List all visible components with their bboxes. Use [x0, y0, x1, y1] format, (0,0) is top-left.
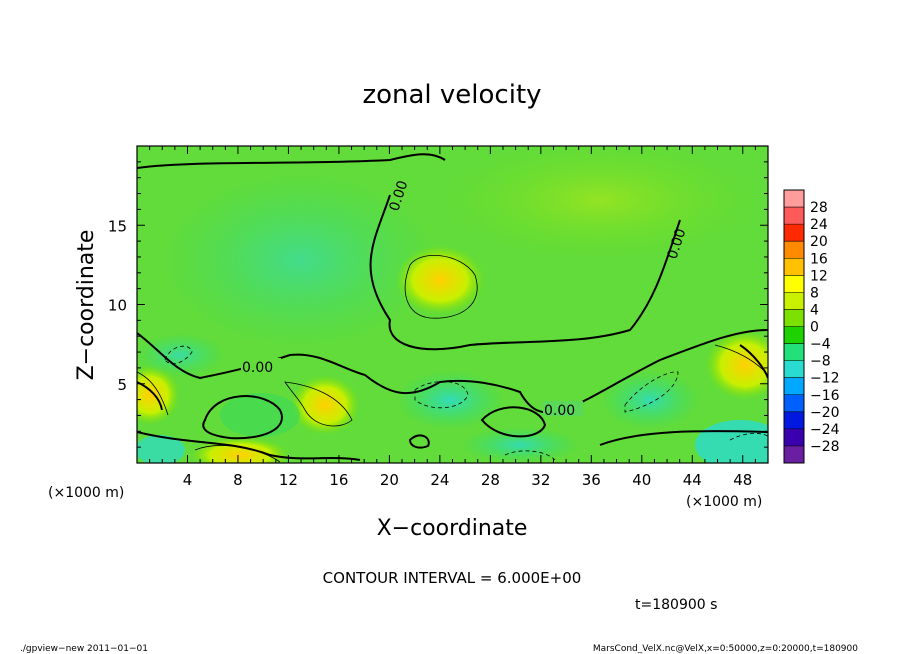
colorbar-label: 20 [810, 234, 828, 250]
colorbar-swatch [784, 207, 804, 225]
x-unit-left: (×1000 m) [48, 485, 124, 501]
x-tick-label: 40 [632, 471, 651, 489]
negative-contours [164, 345, 768, 461]
colorbar-label: −4 [810, 337, 831, 353]
colorbar-swatch [784, 258, 804, 276]
x-tick-label: 32 [531, 471, 550, 489]
footer-left: ./gpview−new 2011−01−01 [20, 644, 148, 654]
thin-contours [137, 255, 768, 463]
contour-label-group: 0.00 0.00 0.00 0.00 [241, 179, 689, 419]
colorbar-label: 24 [810, 217, 828, 233]
colorbar-label: −28 [810, 439, 840, 455]
colorbar-label: −8 [810, 354, 831, 370]
colorbar-label: 0 [810, 320, 819, 336]
x-tick-label: 36 [582, 471, 601, 489]
y-tick-label: 10 [108, 297, 127, 315]
footer-right: MarsCond_VelX.nc@VelX,x=0:50000,z=0:2000… [593, 644, 858, 654]
x-tick-label: 4 [183, 471, 193, 489]
colorbar-swatch [784, 360, 804, 379]
contour-lines [137, 153, 768, 461]
x-tick-label: 20 [380, 471, 399, 489]
colorbar-swatch [784, 428, 804, 447]
x-axis-label: X−coordinate [377, 516, 528, 541]
colorbar-label: 8 [810, 285, 819, 301]
colorbar-swatch [784, 326, 804, 345]
x-tick-label: 8 [233, 471, 243, 489]
colorbar-swatch [784, 224, 804, 242]
colorbar-label: 4 [810, 302, 819, 318]
colorbar-swatch [784, 377, 804, 396]
time-label: t=180900 s [635, 597, 717, 613]
y-tick-label: 5 [117, 376, 127, 394]
x-tick-label: 24 [430, 471, 449, 489]
colorbar-label: −24 [810, 422, 840, 438]
x-tick-label: 12 [279, 471, 298, 489]
colorbar-swatch [784, 275, 804, 293]
colorbar-swatch [784, 190, 804, 208]
contour-label: 0.00 [544, 403, 575, 419]
contour-label: 0.00 [242, 360, 273, 376]
contour-interval: CONTOUR INTERVAL = 6.000E+00 [323, 569, 582, 587]
y-tick-label: 15 [108, 217, 127, 235]
colorbar-label: −16 [810, 388, 840, 404]
colorbar-swatch [784, 343, 804, 362]
x-unit-right: (×1000 m) [686, 494, 762, 510]
colorbar-label: 16 [810, 251, 828, 267]
velocity-field [137, 146, 768, 463]
colorbar-label: −12 [810, 371, 840, 387]
y-axis-label: Z−coordinate [74, 230, 99, 381]
x-tick-label: 16 [329, 471, 348, 489]
x-axis: 4 8 12 16 20 24 28 32 36 40 44 48 [149, 146, 756, 489]
colorbar-swatch [784, 241, 804, 259]
x-tick-label: 48 [733, 471, 752, 489]
colorbar-swatch [784, 394, 804, 413]
colorbar-label: 12 [810, 268, 828, 284]
x-tick-label: 28 [481, 471, 500, 489]
colorbar-swatch [784, 292, 804, 310]
colorbar-label: 28 [810, 200, 828, 216]
chart-title: zonal velocity [362, 80, 541, 110]
x-tick-label: 44 [683, 471, 702, 489]
colorbar-swatch [784, 445, 804, 464]
colorbar-label: −20 [810, 405, 840, 421]
y-axis: 5 10 15 [108, 161, 768, 448]
colorbar-swatch [784, 411, 804, 430]
colorbar-swatch [784, 309, 804, 327]
